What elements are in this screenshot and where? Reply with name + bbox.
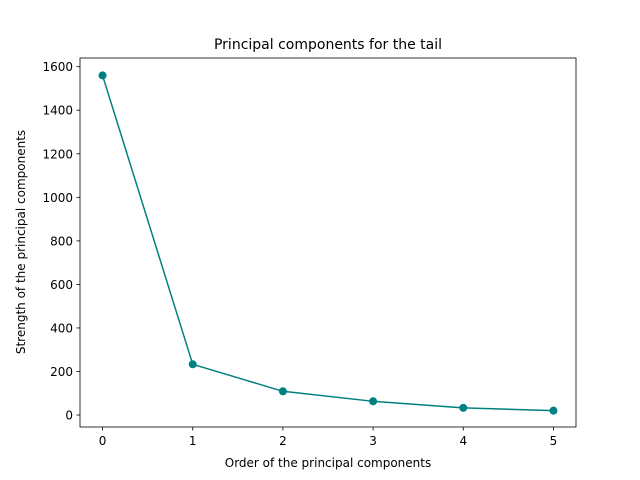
- x-tick-label: 0: [99, 434, 107, 448]
- x-tick-label: 2: [279, 434, 287, 448]
- y-tick-label: 600: [50, 278, 73, 292]
- x-tick-label: 4: [459, 434, 467, 448]
- y-tick-label: 1600: [42, 60, 73, 74]
- data-point: [278, 387, 287, 396]
- series-line-0: [101, 75, 554, 412]
- y-tick-label: 1000: [42, 191, 73, 205]
- y-tick-label: 800: [50, 234, 73, 248]
- axes-frame: [79, 57, 577, 428]
- y-axis-label: Strength of the principal components: [14, 130, 28, 354]
- y-tick-label: 0: [65, 409, 73, 423]
- x-tick-label: 3: [369, 434, 377, 448]
- x-axis-label: Order of the principal components: [225, 456, 431, 470]
- chart-title: Principal components for the tail: [214, 37, 442, 53]
- data-point: [98, 71, 107, 80]
- data-point: [549, 406, 558, 415]
- data-point: [369, 397, 378, 406]
- x-tick-label: 1: [189, 434, 197, 448]
- y-tick-label: 1200: [42, 147, 73, 161]
- y-tick-label: 400: [50, 321, 73, 335]
- y-tick-label: 1400: [42, 104, 73, 118]
- y-tick-label: 200: [50, 365, 73, 379]
- data-point: [459, 403, 468, 412]
- x-tick-label: 5: [550, 434, 558, 448]
- data-point: [188, 360, 197, 369]
- plot-area: 0 1 2 3 4 5 0 200 400 600 800 1000 1200 1400 1600: [42, 57, 577, 448]
